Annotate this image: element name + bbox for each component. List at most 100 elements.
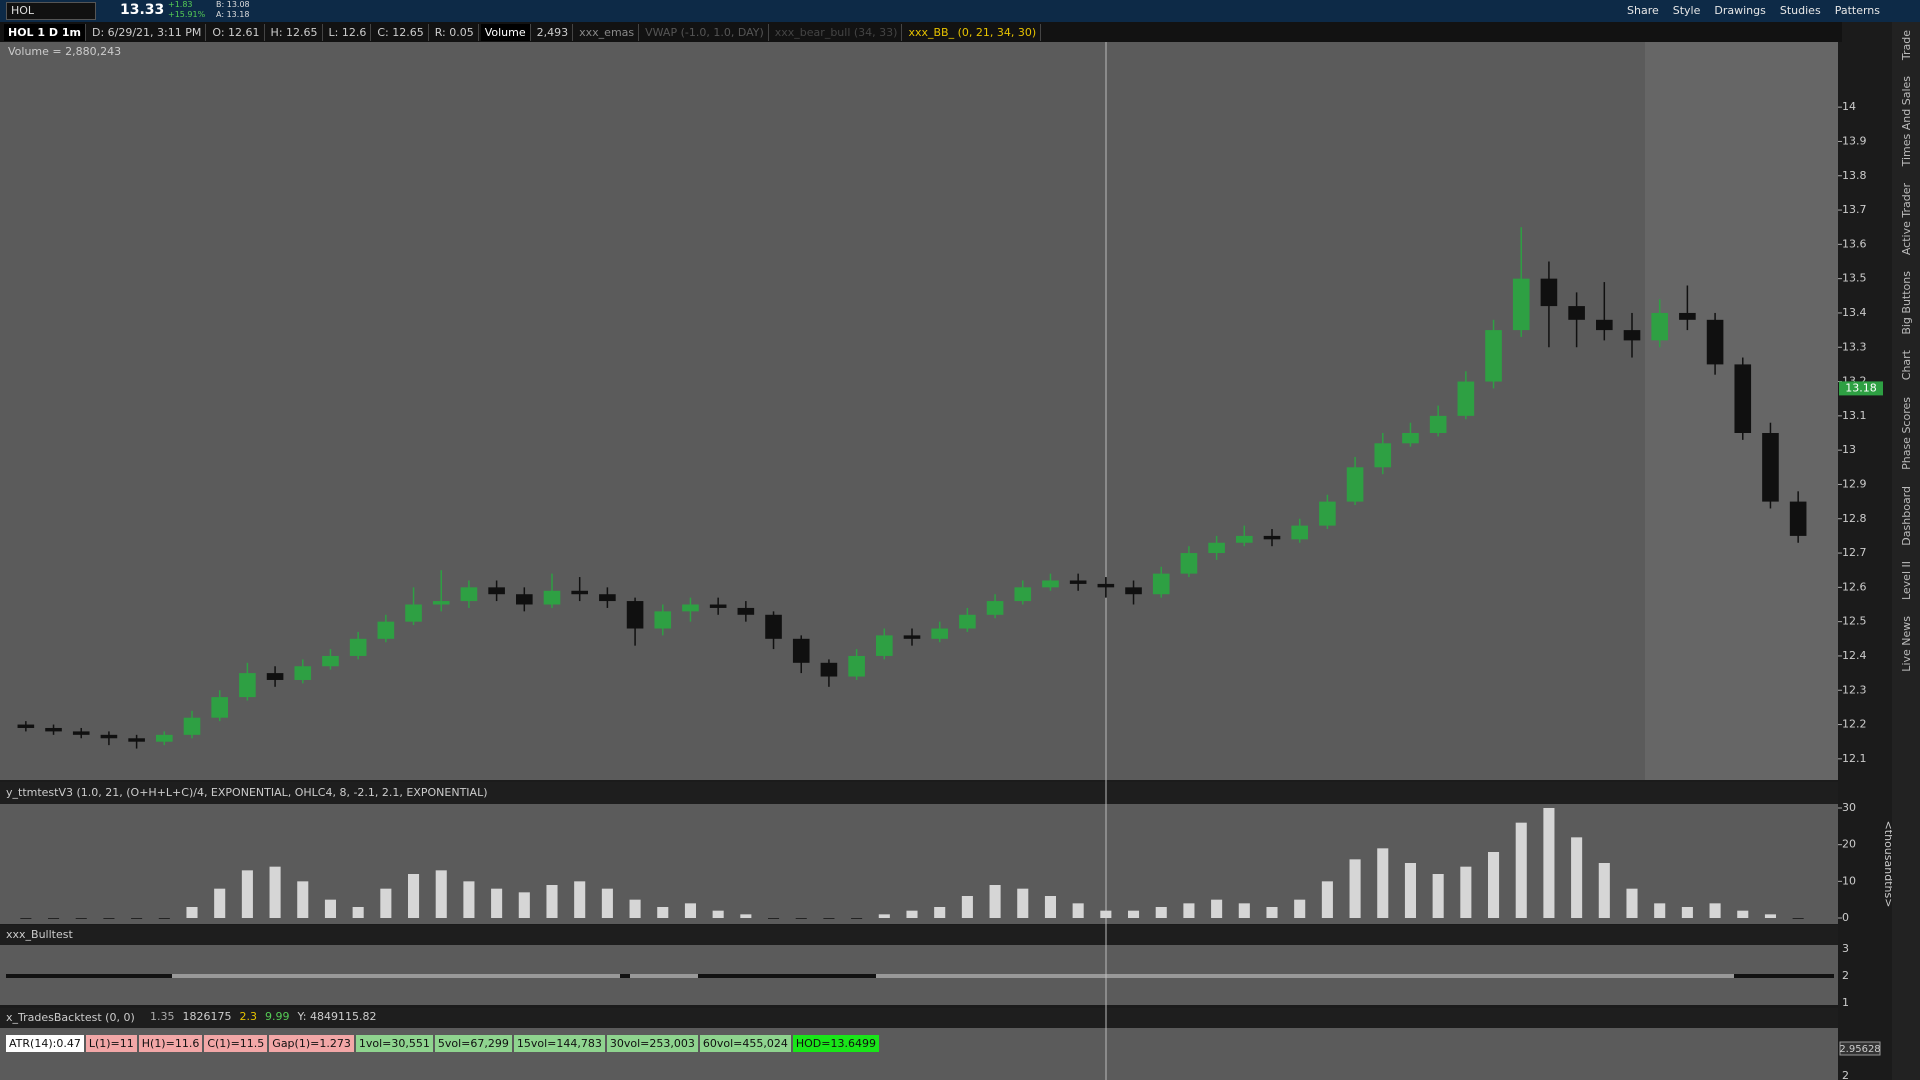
candle-body: [1014, 587, 1032, 602]
candle-body: [848, 655, 865, 677]
volume-label: Volume = 2,880,243: [8, 45, 121, 58]
header-chip: Volume: [480, 23, 531, 41]
candle-body: [1042, 580, 1059, 588]
bulltest-segment: [630, 974, 698, 978]
toolbar-button[interactable]: Studies: [1779, 4, 1821, 17]
candle-body: [239, 673, 256, 698]
bar: [518, 892, 530, 918]
side-tab[interactable]: Live News: [1899, 616, 1913, 672]
side-tab[interactable]: Dashboard: [1899, 485, 1913, 546]
header-chip: H: 12.65: [267, 23, 323, 41]
candle-body: [1346, 467, 1364, 502]
backtest-stat: 2.3: [239, 1010, 258, 1023]
study-label: C(1)=11.5: [204, 1035, 268, 1052]
bar: [131, 918, 143, 919]
candle-body: [571, 590, 588, 595]
bar: [1460, 866, 1472, 918]
bar: [1515, 822, 1527, 918]
y-tick-label: 12.7: [1842, 546, 1867, 559]
side-tab[interactable]: Phase Scores: [1899, 396, 1913, 470]
candle-body: [183, 717, 201, 735]
bar: [712, 910, 724, 918]
candle-body: [294, 666, 312, 680]
candle-body: [1402, 433, 1419, 444]
candle-body: [959, 614, 976, 629]
candle-body: [460, 587, 478, 602]
bar: [546, 885, 558, 918]
bar: [657, 907, 669, 918]
bar: [20, 918, 32, 919]
bar: [1100, 910, 1112, 918]
toolbar-button[interactable]: Style: [1672, 4, 1701, 17]
candle-body: [1485, 330, 1502, 382]
bar: [601, 888, 613, 918]
symbol-box[interactable]: HOL: [6, 2, 96, 20]
candle-body: [1429, 415, 1447, 433]
y-tick-label: 13.8: [1842, 169, 1867, 182]
candle-body: [349, 638, 367, 656]
toolbar-button[interactable]: Share: [1627, 4, 1659, 17]
study-label: ATR(14):0.47: [6, 1035, 84, 1052]
bar: [158, 918, 170, 919]
backtest-stat: 1826175: [182, 1010, 232, 1023]
candle-body: [1679, 312, 1696, 320]
side-tab[interactable]: Chart: [1899, 350, 1913, 381]
bar: [961, 896, 973, 918]
candle-body: [654, 611, 672, 629]
study-label: HOD=13.6499: [792, 1035, 879, 1052]
value-box-text: 2.95628: [1839, 1044, 1880, 1055]
bar: [297, 881, 309, 918]
bar: [823, 918, 835, 919]
bar: [1294, 899, 1306, 918]
bar: [906, 910, 918, 918]
candle-body: [1263, 535, 1281, 540]
side-tab[interactable]: Active Trader: [1899, 182, 1913, 255]
side-tab[interactable]: Times And Sales: [1899, 76, 1913, 167]
candle-body: [765, 614, 782, 639]
y-tick-label: 12.4: [1842, 649, 1867, 662]
y-tick-label: 13.6: [1842, 237, 1867, 250]
y-axis-label: <thousandths>: [1882, 821, 1892, 908]
y-tick-label: 3: [1842, 942, 1849, 955]
backtest-stat: 1.35: [150, 1010, 175, 1023]
study-title: y_ttmtestV3 (1.0, 21, (O+H+L+C)/4, EXPON…: [6, 786, 488, 799]
candle-body: [737, 607, 755, 615]
candle-body: [931, 628, 948, 639]
bar: [1626, 888, 1638, 918]
bar: [878, 914, 890, 918]
bar: [1654, 903, 1666, 918]
candle-body: [903, 635, 921, 639]
header-chip: xxx_bear_bull (34, 33): [771, 23, 903, 41]
y-tick-label: 12.2: [1842, 718, 1867, 731]
side-tab[interactable]: Big Buttons: [1899, 270, 1913, 335]
study-title-bar: [0, 1008, 1838, 1028]
bar: [1764, 914, 1776, 918]
bar: [684, 903, 696, 918]
bar: [380, 888, 392, 918]
toolbar-button[interactable]: Patterns: [1834, 4, 1880, 17]
bar: [1377, 848, 1389, 918]
candle-body: [1789, 501, 1807, 536]
bulltest-segment: [620, 974, 630, 978]
study-title: xxx_Bulltest: [6, 928, 73, 941]
price-marker-label: 13.18: [1845, 381, 1877, 394]
side-tab[interactable]: Trade: [1899, 30, 1913, 61]
backtest-stats: 1.35 1826175 2.3 9.99 Y: 4849115.82: [150, 1010, 376, 1023]
price-marker: [1839, 381, 1883, 396]
candle-body: [599, 594, 616, 602]
toolbar-button[interactable]: Drawings: [1714, 4, 1766, 17]
bar: [1266, 907, 1278, 918]
bar: [1211, 899, 1223, 918]
y-tick-label: 13: [1842, 443, 1856, 456]
side-tabs: Trade Times And Sales Active Trader Big But…: [1892, 22, 1920, 1080]
backtest-stat: 9.99: [265, 1010, 290, 1023]
side-tab[interactable]: Level II: [1899, 561, 1913, 601]
bar: [1072, 903, 1084, 918]
candle-body: [792, 638, 810, 663]
candle-body: [1512, 278, 1530, 331]
study-title-bar: [0, 782, 1838, 804]
candle-body: [516, 594, 533, 605]
candle-body: [1734, 364, 1752, 433]
header-chip: L: 12.6: [325, 23, 372, 41]
y-tick-label: 12.1: [1842, 752, 1867, 765]
